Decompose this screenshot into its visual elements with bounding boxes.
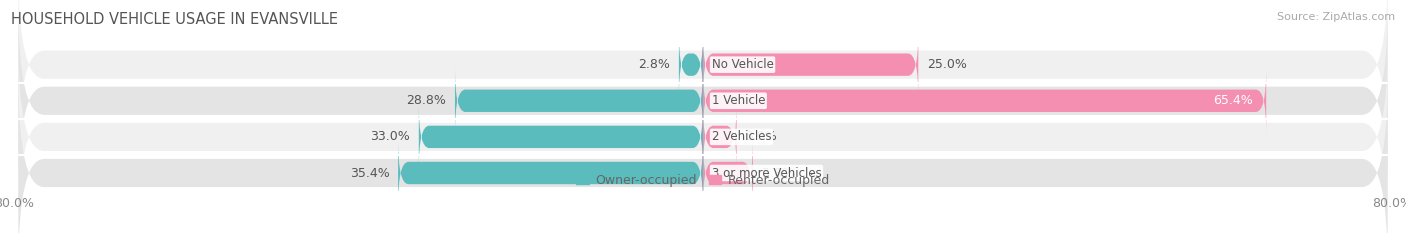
FancyBboxPatch shape <box>18 0 1388 159</box>
Text: 3.9%: 3.9% <box>745 130 778 143</box>
Text: No Vehicle: No Vehicle <box>711 58 773 71</box>
FancyBboxPatch shape <box>703 69 1267 133</box>
Text: 2 Vehicles: 2 Vehicles <box>711 130 772 143</box>
FancyBboxPatch shape <box>18 79 1388 233</box>
Text: 28.8%: 28.8% <box>406 94 446 107</box>
FancyBboxPatch shape <box>18 7 1388 195</box>
Text: 1 Vehicle: 1 Vehicle <box>711 94 765 107</box>
FancyBboxPatch shape <box>398 141 703 205</box>
Text: 3 or more Vehicles: 3 or more Vehicles <box>711 167 821 179</box>
FancyBboxPatch shape <box>679 33 703 97</box>
Text: 35.4%: 35.4% <box>350 167 389 179</box>
FancyBboxPatch shape <box>456 69 703 133</box>
Text: 65.4%: 65.4% <box>1213 94 1253 107</box>
Legend: Owner-occupied, Renter-occupied: Owner-occupied, Renter-occupied <box>571 169 835 192</box>
Text: 25.0%: 25.0% <box>927 58 967 71</box>
Text: HOUSEHOLD VEHICLE USAGE IN EVANSVILLE: HOUSEHOLD VEHICLE USAGE IN EVANSVILLE <box>11 12 339 27</box>
Text: 5.8%: 5.8% <box>762 167 793 179</box>
FancyBboxPatch shape <box>419 105 703 169</box>
FancyBboxPatch shape <box>703 105 737 169</box>
Text: 33.0%: 33.0% <box>370 130 411 143</box>
Text: 2.8%: 2.8% <box>638 58 671 71</box>
Text: Source: ZipAtlas.com: Source: ZipAtlas.com <box>1277 12 1395 22</box>
FancyBboxPatch shape <box>703 141 754 205</box>
FancyBboxPatch shape <box>18 43 1388 231</box>
FancyBboxPatch shape <box>703 33 918 97</box>
